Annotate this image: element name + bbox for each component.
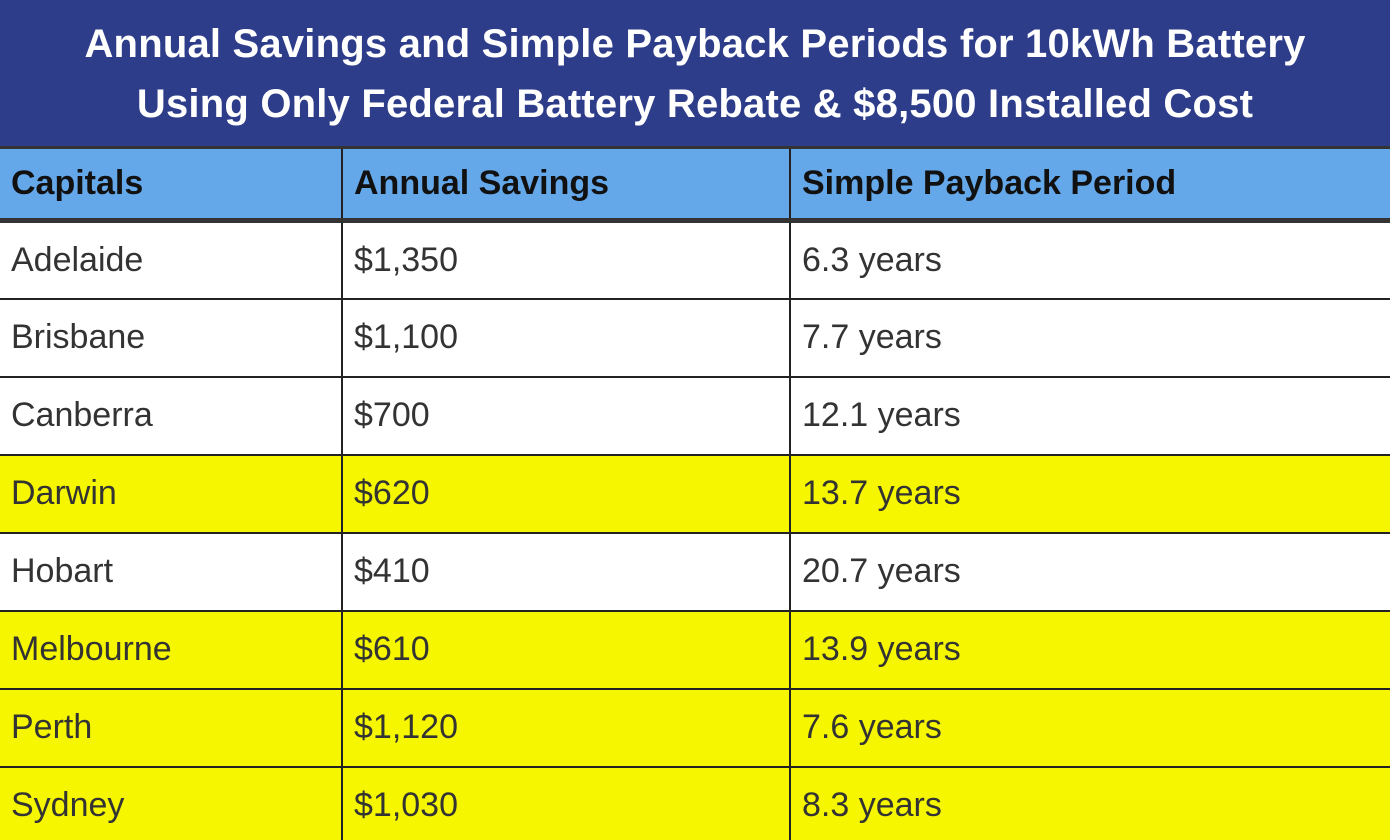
annual-savings-cell: $1,030 xyxy=(341,766,790,840)
table-row: Darwin $620 13.7 years xyxy=(0,454,1390,534)
table-title-line-2: Using Only Federal Battery Rebate & $8,5… xyxy=(136,82,1254,126)
table-title: Annual Savings and Simple Payback Period… xyxy=(0,0,1390,146)
table-row: Perth $1,120 7.6 years xyxy=(0,688,1390,768)
table-body: Adelaide $1,350 6.3 years Brisbane $1,100 7.7… xyxy=(0,220,1390,840)
capital-cell: Sydney xyxy=(0,766,342,840)
annual-savings-cell: $1,100 xyxy=(341,298,790,378)
annual-savings-cell: $700 xyxy=(341,376,790,456)
capital-cell: Perth xyxy=(0,688,342,768)
column-header-payback-period: Simple Payback Period xyxy=(789,146,1390,223)
table-row: Hobart $410 20.7 years xyxy=(0,532,1390,612)
payback-period-cell: 6.3 years xyxy=(789,220,1390,300)
table-header: Capitals Annual Savings Simple Payback P… xyxy=(0,146,1390,223)
table-row: Melbourne $610 13.9 years xyxy=(0,610,1390,690)
capital-cell: Melbourne xyxy=(0,610,342,690)
annual-savings-cell: $1,120 xyxy=(341,688,790,768)
capital-cell: Darwin xyxy=(0,454,342,534)
annual-savings-cell: $410 xyxy=(341,532,790,612)
payback-period-cell: 13.9 years xyxy=(789,610,1390,690)
annual-savings-cell: $610 xyxy=(341,610,790,690)
payback-period-cell: 20.7 years xyxy=(789,532,1390,612)
payback-period-cell: 13.7 years xyxy=(789,454,1390,534)
table-row: Adelaide $1,350 6.3 years xyxy=(0,220,1390,300)
capital-cell: Brisbane xyxy=(0,298,342,378)
table-row: Canberra $700 12.1 years xyxy=(0,376,1390,456)
payback-period-cell: 8.3 years xyxy=(789,766,1390,840)
capital-cell: Adelaide xyxy=(0,220,342,300)
column-header-capitals: Capitals xyxy=(0,146,342,223)
table-row: Brisbane $1,100 7.7 years xyxy=(0,298,1390,378)
header-row: Capitals Annual Savings Simple Payback P… xyxy=(0,146,1390,223)
payback-table: Capitals Annual Savings Simple Payback P… xyxy=(0,146,1390,840)
table-title-line-1: Annual Savings and Simple Payback Period… xyxy=(84,22,1306,66)
annual-savings-cell: $1,350 xyxy=(341,220,790,300)
column-header-annual-savings: Annual Savings xyxy=(341,146,790,223)
payback-period-cell: 12.1 years xyxy=(789,376,1390,456)
capital-cell: Canberra xyxy=(0,376,342,456)
payback-period-cell: 7.6 years xyxy=(789,688,1390,768)
table-row: Sydney $1,030 8.3 years xyxy=(0,766,1390,840)
annual-savings-cell: $620 xyxy=(341,454,790,534)
payback-period-cell: 7.7 years xyxy=(789,298,1390,378)
capital-cell: Hobart xyxy=(0,532,342,612)
